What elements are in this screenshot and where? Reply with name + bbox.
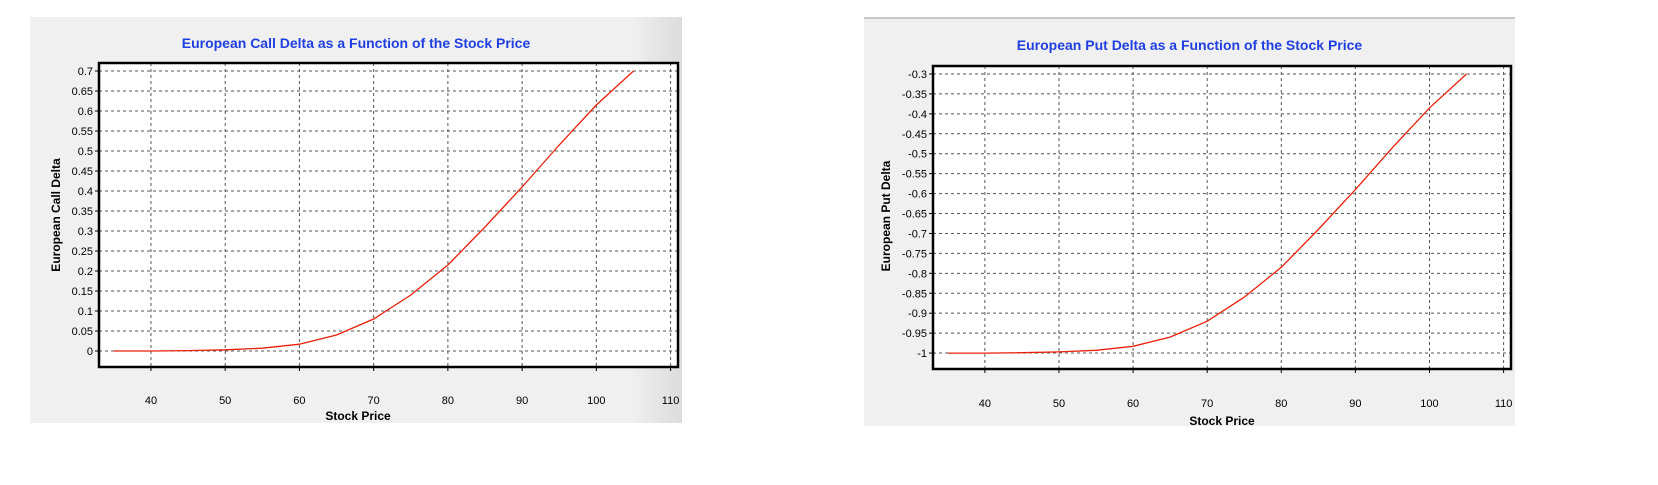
y-tick-label: -0.95 bbox=[902, 328, 927, 340]
y-tick-label: 0.35 bbox=[72, 206, 93, 218]
x-tick-label: 110 bbox=[662, 395, 680, 407]
x-tick-label: 50 bbox=[219, 395, 231, 407]
y-tick-label: 0.45 bbox=[72, 166, 93, 178]
put-delta-chart-panel: European Put Delta as a Function of the … bbox=[864, 17, 1515, 428]
x-tick-label: 70 bbox=[368, 395, 380, 407]
x-tick-label: 90 bbox=[516, 395, 528, 407]
y-tick-label: 0.4 bbox=[78, 186, 93, 198]
y-tick-label: 0.05 bbox=[72, 326, 93, 338]
x-tick-label: 60 bbox=[1127, 398, 1139, 410]
y-tick-label: 0.5 bbox=[78, 146, 93, 158]
x-tick-label: 70 bbox=[1201, 398, 1213, 410]
y-tick-label: -0.45 bbox=[902, 129, 927, 141]
y-tick-label: 0.2 bbox=[78, 266, 93, 278]
y-tick-label: 0.7 bbox=[78, 66, 93, 78]
delta-series-line bbox=[947, 73, 1467, 354]
call-delta-chart-panel: European Call Delta as a Function of the… bbox=[30, 17, 682, 423]
x-tick-label: 50 bbox=[1053, 398, 1065, 410]
y-tick-label: -0.9 bbox=[908, 308, 927, 320]
y-tick-label: 0.65 bbox=[72, 86, 93, 98]
plot-area bbox=[933, 66, 1511, 369]
x-tick-label: 80 bbox=[442, 395, 454, 407]
y-tick-label: -0.5 bbox=[908, 149, 927, 161]
y-tick-label: 0 bbox=[87, 346, 93, 358]
y-tick-label: 0.55 bbox=[72, 126, 93, 138]
y-tick-label: -0.6 bbox=[908, 189, 927, 201]
y-tick-label: -0.55 bbox=[902, 169, 927, 181]
y-tick-label: -0.3 bbox=[908, 69, 927, 81]
y-tick-label: -0.7 bbox=[908, 228, 927, 240]
x-tick-label: 100 bbox=[587, 395, 605, 407]
y-axis-label: European Put Delta bbox=[879, 160, 893, 271]
y-tick-label: -1 bbox=[917, 348, 927, 360]
put-delta-chart: -1 -0.95 -0.9 -0.85 -0.8 -0.75 -0.7 -0.65 -0.6 -0… bbox=[879, 64, 1513, 428]
y-tick-label: 0.3 bbox=[78, 226, 93, 238]
x-axis-label: Stock Price bbox=[1189, 414, 1255, 428]
y-tick-label: -0.4 bbox=[908, 109, 927, 121]
x-tick-label: 90 bbox=[1349, 398, 1361, 410]
x-tick-label: 60 bbox=[293, 395, 305, 407]
delta-series-line bbox=[113, 70, 634, 352]
plot-area bbox=[99, 63, 678, 367]
chart-title: European Call Delta as a Function of the… bbox=[181, 35, 531, 51]
x-tick-label: 40 bbox=[145, 395, 157, 407]
y-tick-label: -0.8 bbox=[908, 268, 927, 280]
y-tick-label: 0.25 bbox=[72, 246, 93, 258]
y-axis-label: European Call Delta bbox=[49, 158, 63, 272]
y-tick-label: 0.15 bbox=[72, 286, 93, 298]
y-tick-label: -0.75 bbox=[902, 248, 927, 260]
y-tick-label: 0.1 bbox=[78, 306, 93, 318]
x-tick-label: 80 bbox=[1275, 398, 1287, 410]
y-tick-label: -0.85 bbox=[902, 288, 927, 300]
plot-frame bbox=[97, 61, 680, 369]
call-delta-chart: 0 0.05 0.1 0.15 0.2 0.25 0.3 0.35 0.4 0.45 0.5 0.55… bbox=[49, 61, 680, 423]
y-tick-label: 0.6 bbox=[78, 106, 93, 118]
y-tick-label: -0.35 bbox=[902, 89, 927, 101]
plot-frame bbox=[931, 64, 1513, 371]
y-tick-label: -0.65 bbox=[902, 209, 927, 221]
x-axis-label: Stock Price bbox=[325, 409, 391, 423]
x-tick-label: 100 bbox=[1420, 398, 1438, 410]
x-tick-label: 110 bbox=[1495, 398, 1513, 410]
chart-title: European Put Delta as a Function of the … bbox=[1016, 37, 1363, 53]
x-tick-label: 40 bbox=[979, 398, 991, 410]
